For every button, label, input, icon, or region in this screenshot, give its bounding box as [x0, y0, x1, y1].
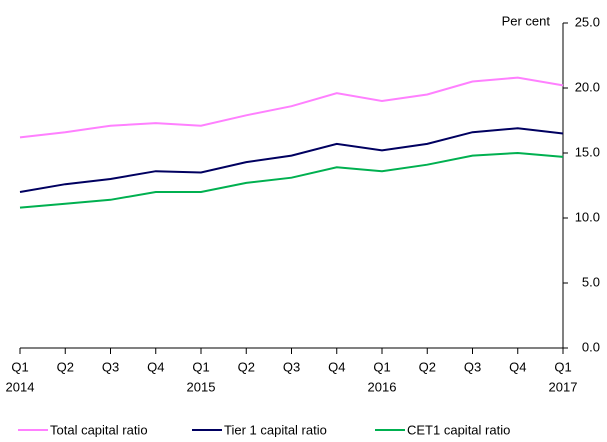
y-tick-label: 25.0: [575, 14, 600, 29]
y-tick-label: 15.0: [575, 144, 600, 159]
y-tick-label: 0.0: [582, 339, 600, 354]
y-tick-label: 10.0: [575, 209, 600, 224]
x-tick-label: Q2: [238, 359, 255, 374]
x-tick-label: Q1: [11, 359, 28, 374]
x-year-label: 2016: [368, 379, 397, 394]
y-tick-label: 20.0: [575, 79, 600, 94]
x-tick-label: Q3: [102, 359, 119, 374]
x-tick-label: Q1: [554, 359, 571, 374]
x-year-label: 2014: [6, 379, 35, 394]
x-tick-label: Q3: [283, 359, 300, 374]
legend-label: CET1 capital ratio: [407, 422, 510, 437]
x-tick-label: Q4: [328, 359, 345, 374]
x-tick-label: Q2: [419, 359, 436, 374]
x-tick-label: Q1: [373, 359, 390, 374]
series-line: [19, 151, 564, 209]
legend-label: Tier 1 capital ratio: [224, 422, 327, 437]
x-tick-label: Q1: [192, 359, 209, 374]
x-tick-label: Q4: [147, 359, 164, 374]
series-line: [19, 76, 564, 139]
legend-label: Total capital ratio: [50, 422, 148, 437]
x-year-label: 2017: [549, 379, 578, 394]
x-tick-label: Q2: [57, 359, 74, 374]
x-tick-label: Q4: [509, 359, 526, 374]
series-line: [19, 127, 564, 193]
x-year-label: 2015: [187, 379, 216, 394]
x-tick-label: Q3: [464, 359, 481, 374]
y-tick-label: 5.0: [582, 274, 600, 289]
y-axis-label: Per cent: [502, 13, 551, 28]
